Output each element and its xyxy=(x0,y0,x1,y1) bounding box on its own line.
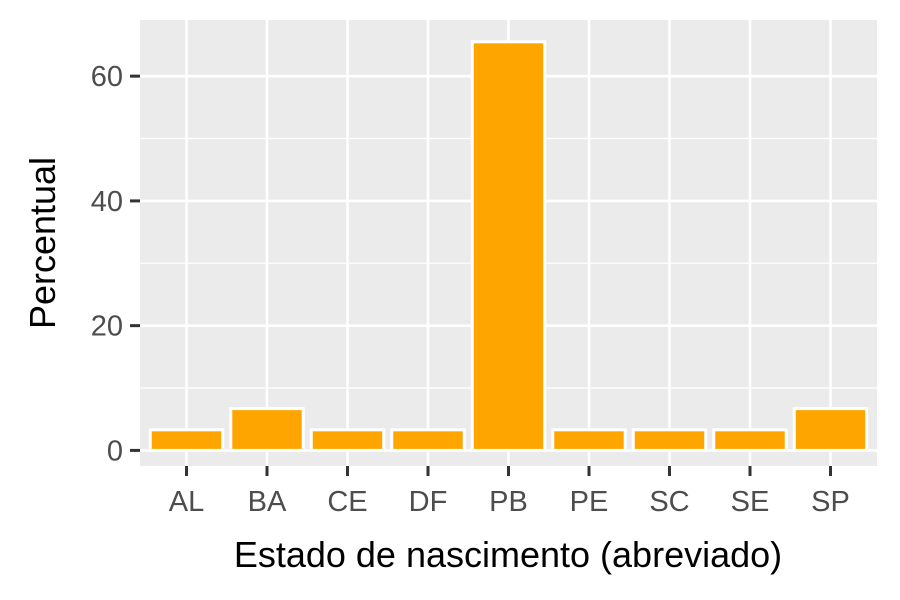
x-tick-label-ce: CE xyxy=(327,486,367,518)
bar-al xyxy=(148,428,225,452)
x-tick-label-pe: PE xyxy=(570,486,609,518)
x-tick-label-se: SE xyxy=(731,486,770,518)
bar-sc xyxy=(631,428,708,452)
bar-pb xyxy=(470,40,547,452)
x-tick-label-ba: BA xyxy=(248,486,287,518)
bar-ba xyxy=(229,407,305,452)
x-axis: AL BA CE DF PB PE SC SE SP xyxy=(169,466,850,518)
x-tick-label-pb: PB xyxy=(489,486,528,518)
y-axis: 0 20 40 60 xyxy=(91,61,140,467)
y-tick-label: 40 xyxy=(91,186,123,218)
y-tick-label: 0 xyxy=(107,435,123,467)
x-tick-label-df: DF xyxy=(409,486,448,518)
bar-sp xyxy=(792,407,869,452)
y-tick-label: 20 xyxy=(91,311,123,343)
bar-se xyxy=(712,428,788,452)
y-tick-label: 60 xyxy=(91,61,123,93)
x-tick-label-sp: SP xyxy=(811,486,850,518)
x-tick-label-sc: SC xyxy=(649,486,689,518)
bar-df xyxy=(390,428,466,452)
bar-ce xyxy=(309,428,386,452)
bars xyxy=(148,40,869,452)
x-axis-title: Estado de nascimento (abreviado) xyxy=(234,534,782,575)
x-tick-label-al: AL xyxy=(169,486,204,518)
grid-major xyxy=(140,20,877,466)
bar-pe xyxy=(551,428,627,452)
y-axis-title: Percentual xyxy=(22,157,63,329)
